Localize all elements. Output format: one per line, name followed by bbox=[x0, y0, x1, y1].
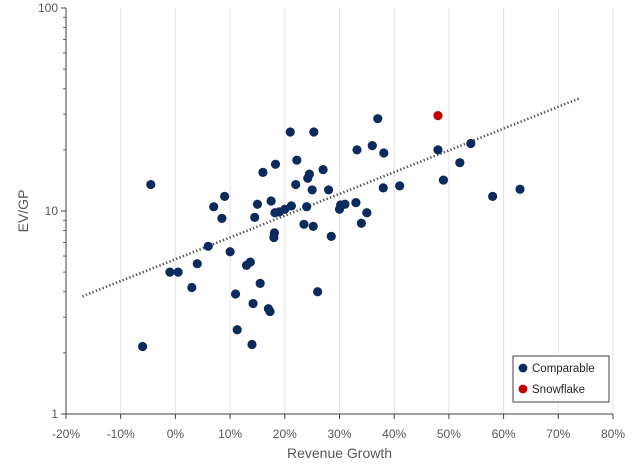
x-tick-label: 50% bbox=[437, 427, 461, 441]
axes-layer bbox=[61, 7, 614, 419]
comparable-point bbox=[252, 199, 263, 209]
comparable-point bbox=[367, 140, 377, 151]
comparable-point bbox=[309, 127, 319, 137]
comparable-point bbox=[299, 219, 309, 229]
comparable-point bbox=[352, 145, 362, 155]
comparable-point bbox=[187, 282, 197, 293]
comparable-point bbox=[225, 247, 235, 257]
comparable-point bbox=[302, 202, 312, 212]
comparable-point bbox=[250, 212, 260, 222]
legend-label: Snowflake bbox=[532, 384, 585, 396]
comparable-point bbox=[266, 196, 276, 206]
x-tick-label: 30% bbox=[327, 427, 351, 441]
comparable-point bbox=[247, 339, 257, 350]
legend-label: Comparable bbox=[532, 363, 595, 375]
snowflake-point bbox=[433, 111, 443, 121]
comparable-point bbox=[292, 155, 302, 165]
comparable-point bbox=[307, 185, 317, 195]
comparable-point bbox=[137, 341, 148, 352]
trendline-layer bbox=[81, 96, 581, 298]
comparable-point bbox=[248, 298, 258, 309]
comparable-point bbox=[265, 306, 275, 317]
x-tick-label: 10% bbox=[218, 427, 242, 441]
comparable-point bbox=[286, 201, 296, 211]
comparable-point bbox=[455, 158, 465, 168]
points-layer bbox=[137, 111, 525, 352]
comparable-point bbox=[438, 175, 449, 185]
tick-labels-layer: -20% -10% 0% 10% 20% 30% 40% 50% 60% 70% 80% 1 10 100 bbox=[38, 1, 625, 441]
y-tick-label: 100 bbox=[38, 1, 58, 15]
comparable-point bbox=[192, 259, 202, 269]
x-tick-label: 40% bbox=[382, 427, 406, 441]
x-tick-label: -10% bbox=[107, 427, 135, 441]
comparable-point bbox=[304, 169, 315, 179]
comparable-point bbox=[515, 184, 525, 194]
comparable-point bbox=[245, 257, 255, 267]
comparable-point bbox=[313, 287, 323, 297]
comparable-point bbox=[285, 127, 295, 137]
trendline bbox=[81, 96, 581, 298]
comparable-point bbox=[395, 181, 405, 191]
comparable-point bbox=[488, 191, 498, 202]
x-tick-label: -20% bbox=[52, 427, 80, 441]
comparable-point bbox=[326, 231, 336, 241]
comparable-point bbox=[230, 289, 241, 299]
x-axis-label: Revenue Growth bbox=[287, 445, 392, 461]
x-tick-label: 80% bbox=[601, 427, 625, 441]
comparable-point bbox=[203, 241, 213, 251]
x-tick-label: 70% bbox=[546, 427, 570, 441]
comparable-point bbox=[173, 267, 183, 277]
comparable-point bbox=[308, 221, 318, 231]
y-tick-label: 10 bbox=[45, 204, 59, 218]
comparable-point bbox=[269, 228, 280, 238]
comparable-point bbox=[232, 325, 242, 335]
x-tick-label: 0% bbox=[167, 427, 185, 441]
comparable-point bbox=[220, 191, 230, 202]
comparable-point bbox=[466, 138, 476, 149]
comparable-point bbox=[146, 179, 156, 190]
comparable-point bbox=[318, 164, 328, 175]
comparable-point bbox=[362, 208, 372, 218]
comparable-point bbox=[217, 213, 227, 223]
y-tick-label: 1 bbox=[51, 407, 58, 421]
comparable-point bbox=[378, 183, 388, 193]
comparable-point bbox=[270, 159, 281, 169]
comparable-point bbox=[379, 148, 389, 158]
comparable-point bbox=[351, 197, 361, 208]
comparable-point bbox=[323, 185, 334, 195]
comparable-point bbox=[433, 145, 443, 155]
legend-marker bbox=[518, 384, 528, 394]
legend-box bbox=[512, 355, 610, 403]
x-tick-label: 20% bbox=[273, 427, 297, 441]
legend-marker bbox=[518, 363, 528, 373]
comparable-point bbox=[356, 218, 366, 228]
legend: Comparable Snowflake bbox=[512, 355, 610, 403]
comparable-point bbox=[255, 278, 265, 288]
comparable-point bbox=[291, 179, 301, 190]
comparable-point bbox=[209, 202, 219, 212]
y-axis-label: EV/GP bbox=[15, 190, 31, 233]
comparable-point bbox=[165, 267, 175, 277]
comparable-point bbox=[373, 114, 383, 124]
comparable-point bbox=[340, 199, 350, 209]
x-tick-label: 60% bbox=[492, 427, 516, 441]
comparable-point bbox=[258, 167, 268, 177]
